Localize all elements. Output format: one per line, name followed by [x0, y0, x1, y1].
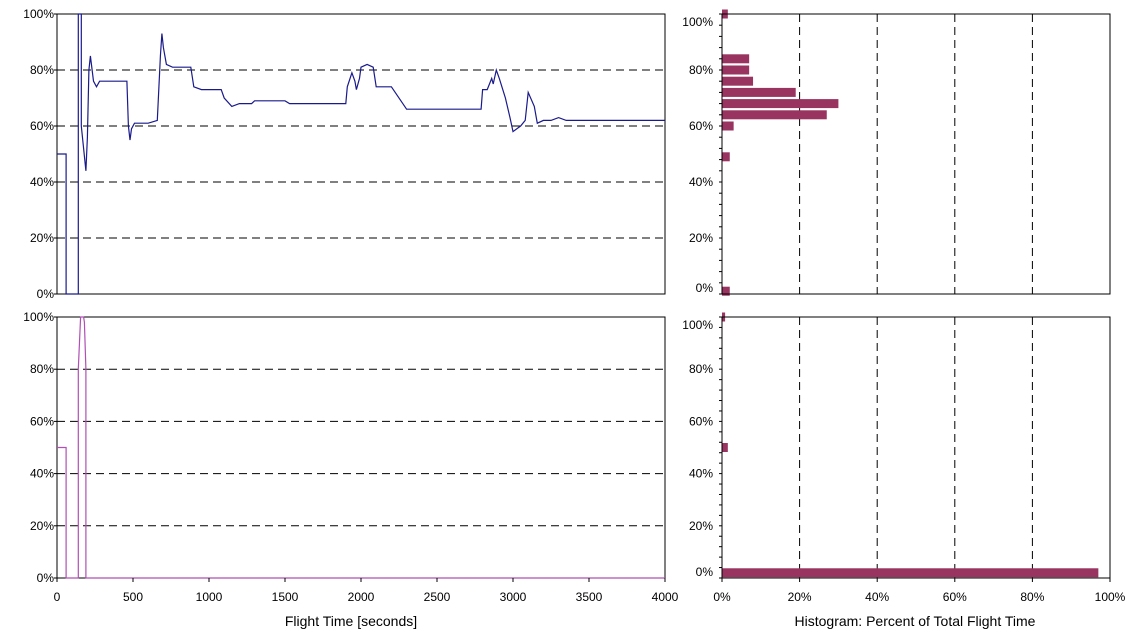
top-line-panel: 0% 20% 40% 60% 80% 100%: [23, 7, 666, 301]
top-line-y-tick-label: 0%: [37, 287, 55, 301]
top-hist-bar: [722, 152, 730, 162]
top-line-y-tick-label: 40%: [30, 175, 54, 189]
x-axis-ticks: 0 500 1000 1500 2000 2500 3000 3500 4000: [54, 578, 679, 604]
x-axis-label: Flight Time [seconds]: [285, 613, 417, 629]
top-hist-y-tick-label: 0%: [696, 281, 714, 295]
bottom-hist-bar: [722, 443, 728, 452]
top-hist-y-tick-label: 40%: [689, 175, 713, 189]
bottom-hist-y-tick-label: 0%: [696, 565, 714, 579]
bottom-line-y-tick-label: 20%: [30, 519, 54, 533]
top-line-y-tick-label: 20%: [30, 231, 54, 245]
top-hist-bar: [722, 286, 730, 296]
top-hist-bar: [722, 110, 827, 120]
top-line-series-line: [57, 13, 665, 295]
hist-x-tick-label: 0%: [713, 590, 731, 604]
x-tick-label: 3500: [576, 590, 603, 604]
bottom-hist-y-tick-label: 40%: [689, 467, 713, 481]
hist-x-tick-label: 80%: [1020, 590, 1044, 604]
bottom-line-panel: 0% 20% 40% 60% 80% 100%: [23, 310, 666, 585]
bottom-histogram-panel: 0% 20% 40% 60% 80% 100%: [682, 312, 1111, 579]
top-hist-bar: [722, 121, 734, 131]
top-hist-bar: [722, 99, 839, 109]
top-hist-y-tick-label: 80%: [689, 63, 713, 77]
hist-x-tick-label: 100%: [1095, 590, 1126, 604]
bottom-line-y-tick-label: 40%: [30, 467, 54, 481]
bottom-hist-y-tick-label: 80%: [689, 362, 713, 376]
hist-x-tick-label: 60%: [943, 590, 967, 604]
x-tick-label: 1000: [196, 590, 223, 604]
bottom-line-plot-frame: [56, 316, 666, 579]
bottom-line-y-tick-label: 100%: [23, 310, 54, 324]
x-tick-label: 0: [54, 590, 61, 604]
top-hist-bar: [722, 54, 750, 64]
histogram-axis-label: Histogram: Percent of Total Flight Time: [795, 613, 1036, 629]
bottom-line-y-tick-label: 80%: [30, 362, 54, 376]
top-hist-y-tick-label: 100%: [682, 15, 713, 29]
top-hist-y-tick-label: 60%: [689, 119, 713, 133]
top-hist-bar: [722, 87, 796, 97]
hist-x-tick-label: 20%: [788, 590, 812, 604]
bottom-line-y-tick-label: 60%: [30, 414, 54, 428]
bottom-hist-bar: [722, 568, 1099, 578]
bottom-hist-y-tick-label: 60%: [689, 414, 713, 428]
bottom-hist-plot-frame: [721, 316, 1111, 579]
top-line-y-tick-label: 60%: [30, 119, 54, 133]
x-tick-label: 4000: [652, 590, 679, 604]
bottom-hist-y-tick-label: 100%: [682, 318, 713, 332]
x-tick-label: 1500: [272, 590, 299, 604]
hist-x-tick-label: 40%: [865, 590, 889, 604]
histogram-axis-ticks: 0% 20% 40% 60% 80% 100%: [713, 578, 1126, 604]
x-tick-label: 2500: [424, 590, 451, 604]
x-tick-label: 2000: [348, 590, 375, 604]
top-hist-plot-frame: [721, 13, 1111, 295]
top-line-plot-frame: [56, 13, 666, 295]
bottom-hist-y-tick-label: 20%: [689, 519, 713, 533]
top-line-y-tick-label: 100%: [23, 7, 54, 21]
top-histogram-panel: 0% 20% 40% 60% 80% 100%: [682, 9, 1111, 296]
top-hist-y-tick-label: 20%: [689, 231, 713, 245]
top-hist-bar: [722, 76, 754, 86]
top-line-y-tick-label: 80%: [30, 63, 54, 77]
x-tick-label: 3000: [500, 590, 527, 604]
bottom-line-y-tick-label: 0%: [37, 571, 55, 585]
bottom-line-series-line: [57, 316, 665, 579]
top-hist-bar: [722, 65, 750, 75]
x-tick-label: 500: [123, 590, 143, 604]
